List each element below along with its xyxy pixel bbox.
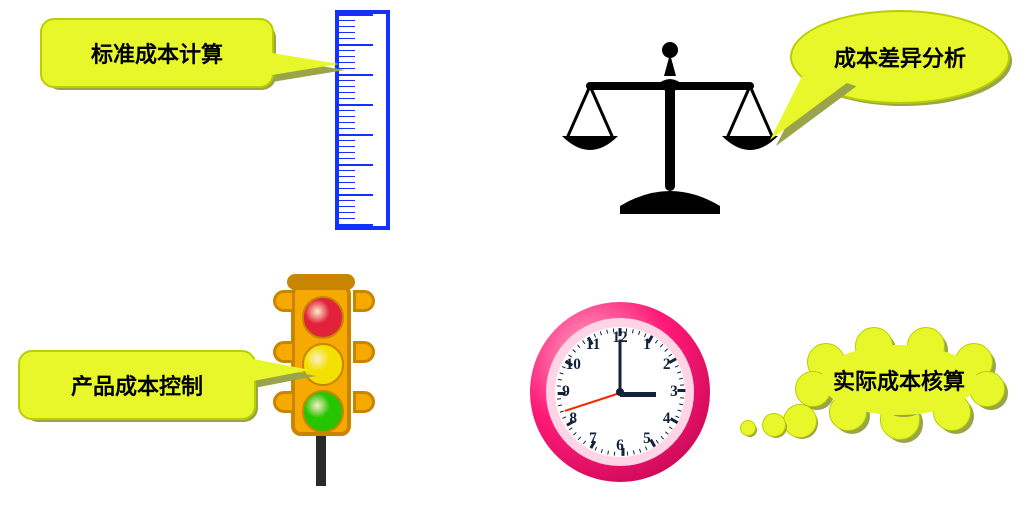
clock-number-2: 2 bbox=[663, 356, 671, 374]
product_cost_control: 产品成本控制 bbox=[18, 350, 252, 416]
variance_analysis: 成本差异分析 bbox=[790, 10, 1006, 100]
product_cost_control-label: 产品成本控制 bbox=[71, 369, 203, 401]
standard_cost-label: 标准成本计算 bbox=[91, 37, 223, 69]
clock-number-8: 8 bbox=[569, 410, 577, 428]
actual_cost-label: 实际成本核算 bbox=[833, 364, 965, 396]
ruler-icon bbox=[335, 10, 390, 230]
variance_analysis-tail bbox=[760, 0, 1016, 150]
standard_cost: 标准成本计算 bbox=[40, 18, 270, 84]
balance-scale-icon bbox=[560, 36, 780, 216]
diagram-stage: 123456789101112标准成本计算成本差异分析产品成本控制实际成本核算 bbox=[0, 0, 1036, 508]
clock-icon: 123456789101112 bbox=[530, 302, 710, 482]
actual_cost: 实际成本核算 bbox=[790, 332, 1008, 428]
clock-number-3: 3 bbox=[670, 383, 678, 401]
